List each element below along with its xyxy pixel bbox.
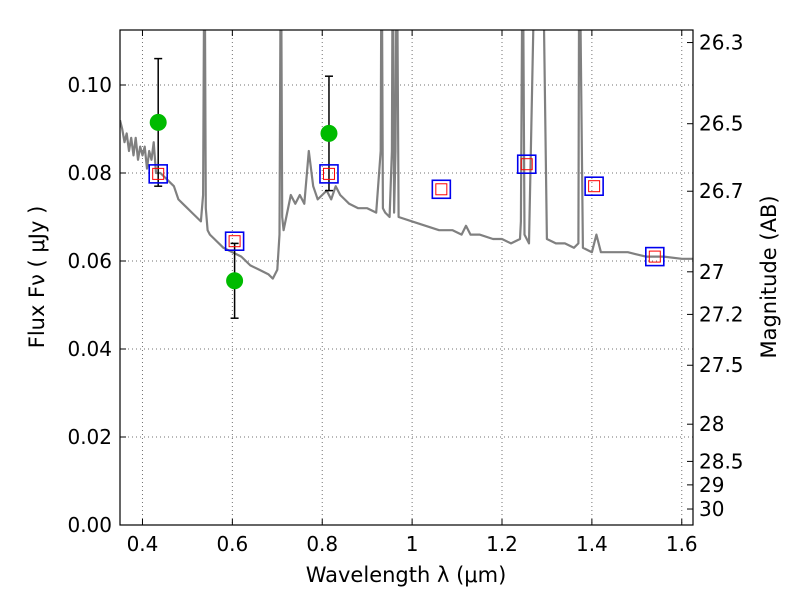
- x-axis-ticks: 0.4 0.6 0.8 1 1.2 1.4 1.6: [127, 30, 698, 556]
- y-tick-label: 0.00: [67, 513, 112, 537]
- magnitude-tick-label: 30: [699, 497, 724, 521]
- x-tick-label: 1.6: [666, 532, 698, 556]
- grid: [120, 30, 693, 526]
- y-tick-label: 0.10: [67, 73, 112, 97]
- sed-model-line: [120, 30, 693, 280]
- model-photometry-box: [148, 164, 168, 184]
- magnitude-tick-label: 26.7: [699, 179, 744, 203]
- model-photometry-inner-box: [648, 250, 661, 263]
- x-tick-label: 0.4: [127, 532, 159, 556]
- plot-area: [120, 30, 693, 280]
- model-photometry-inner-box: [228, 235, 241, 248]
- observed-point: [149, 113, 167, 131]
- x-tick-label: 0.8: [306, 532, 338, 556]
- model-photometry-box: [644, 246, 665, 267]
- magnitude-tick-label: 29: [699, 473, 724, 497]
- magnitude-tick-label: 28.5: [699, 449, 744, 473]
- magnitude-tick-label: 27.5: [699, 353, 744, 377]
- magnitude-tick-label: 26.5: [699, 112, 744, 136]
- y-tick-label: 0.06: [67, 249, 112, 273]
- x-axis-title: Wavelength λ (μm): [306, 563, 507, 587]
- x-tick-label: 1: [406, 532, 419, 556]
- observed-point: [320, 124, 338, 142]
- model-photometry-inner-box: [520, 158, 533, 171]
- model-photometry-inner-box: [322, 167, 335, 180]
- model-photometry-inner-box: [152, 167, 165, 180]
- model-photometry-box: [516, 154, 537, 174]
- x-tick-label: 1.2: [486, 532, 518, 556]
- model-photometry-box: [319, 164, 339, 184]
- observed-point: [226, 272, 244, 290]
- model-photometry-inner-box: [588, 180, 601, 193]
- y-axis-title: Flux Fν ( μJy ): [25, 206, 49, 349]
- magnitude-tick-label: 26.3: [699, 31, 744, 55]
- model-photometry-box: [584, 176, 604, 196]
- magnitude-tick-label: 27.2: [699, 302, 744, 326]
- magnitude-axis-title: Magnitude (AB): [757, 195, 781, 358]
- y-tick-label: 0.02: [67, 425, 112, 449]
- magnitude-tick-label: 28: [699, 412, 724, 436]
- x-tick-label: 1.4: [576, 532, 608, 556]
- model-photometry-inner-box: [435, 183, 448, 196]
- marker-layer: [148, 57, 665, 319]
- model-photometry-box: [224, 231, 245, 251]
- plot-frame: [119, 29, 694, 526]
- model-photometry-box: [431, 179, 452, 200]
- y-tick-label: 0.08: [67, 161, 112, 185]
- y-tick-label: 0.04: [67, 337, 112, 361]
- x-tick-label: 0.6: [216, 532, 248, 556]
- y-axis-ticks: 0.00 0.02 0.04 0.06 0.08 0.10: [67, 73, 126, 537]
- magnitude-tick-label: 27: [699, 260, 724, 284]
